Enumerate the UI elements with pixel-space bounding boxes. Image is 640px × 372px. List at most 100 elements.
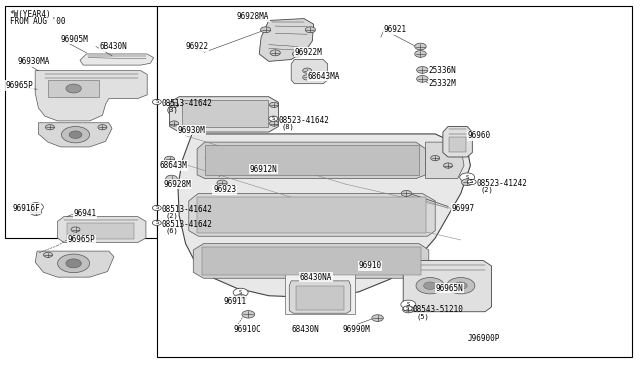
Circle shape	[431, 155, 440, 161]
Circle shape	[415, 43, 426, 50]
Text: S: S	[156, 205, 158, 211]
Polygon shape	[197, 142, 426, 179]
Text: 96997: 96997	[451, 204, 474, 213]
Circle shape	[447, 278, 475, 294]
Circle shape	[401, 190, 412, 196]
Circle shape	[242, 311, 255, 318]
Polygon shape	[80, 54, 154, 65]
Text: 68643MA: 68643MA	[307, 72, 340, 81]
Bar	[202, 247, 421, 275]
Bar	[182, 100, 268, 127]
Circle shape	[152, 220, 161, 225]
Polygon shape	[291, 60, 328, 84]
Circle shape	[233, 288, 248, 297]
Circle shape	[372, 315, 383, 321]
Text: 96916F: 96916F	[13, 204, 40, 213]
Bar	[205, 145, 419, 175]
Polygon shape	[189, 193, 435, 236]
Text: 96922M: 96922M	[294, 48, 322, 57]
Bar	[197, 197, 426, 232]
Bar	[48, 80, 99, 97]
Circle shape	[424, 282, 436, 289]
Polygon shape	[170, 97, 278, 132]
Circle shape	[403, 306, 412, 311]
Text: 68430N: 68430N	[291, 325, 319, 334]
Text: S: S	[156, 220, 158, 225]
Text: 96923: 96923	[213, 185, 236, 194]
Polygon shape	[193, 244, 429, 278]
Circle shape	[416, 278, 444, 294]
Circle shape	[98, 125, 107, 130]
Text: 68430NA: 68430NA	[300, 273, 332, 282]
Circle shape	[66, 84, 81, 93]
Text: (2): (2)	[165, 213, 178, 219]
Circle shape	[61, 126, 90, 143]
Circle shape	[303, 75, 312, 80]
Polygon shape	[259, 19, 314, 61]
Text: 08513-41642: 08513-41642	[162, 205, 212, 214]
Text: 25336N: 25336N	[429, 66, 456, 75]
Circle shape	[28, 203, 44, 211]
Text: 96941: 96941	[74, 209, 97, 218]
Circle shape	[444, 163, 452, 168]
Text: 96930MA: 96930MA	[18, 57, 51, 66]
Polygon shape	[58, 217, 146, 243]
Polygon shape	[289, 281, 351, 313]
Text: 96990M: 96990M	[342, 325, 370, 334]
Circle shape	[467, 179, 476, 185]
Text: 96928M: 96928M	[163, 180, 191, 189]
Text: 96922: 96922	[186, 42, 209, 51]
Text: 6B430N: 6B430N	[99, 42, 127, 51]
Circle shape	[69, 131, 82, 138]
Text: 08523-41242: 08523-41242	[477, 179, 527, 188]
Text: 96905M: 96905M	[61, 35, 88, 44]
Bar	[67, 223, 134, 239]
Text: 96965P: 96965P	[67, 235, 95, 244]
Polygon shape	[38, 123, 112, 147]
Circle shape	[30, 209, 42, 215]
Text: (5): (5)	[416, 313, 429, 320]
Text: *W(YEAR4): *W(YEAR4)	[10, 10, 51, 19]
Text: 96928MA: 96928MA	[237, 12, 269, 21]
Circle shape	[403, 306, 414, 313]
Text: (6): (6)	[165, 228, 178, 234]
Circle shape	[45, 125, 54, 130]
Circle shape	[170, 102, 179, 108]
Text: S: S	[239, 290, 242, 295]
Text: 68643M: 68643M	[160, 161, 188, 170]
Text: 96921: 96921	[384, 25, 407, 34]
Text: 08543-51210: 08543-51210	[413, 305, 463, 314]
Text: S: S	[35, 205, 37, 209]
Bar	[296, 286, 344, 310]
Bar	[5, 6, 157, 238]
Text: 96960: 96960	[467, 131, 490, 140]
Circle shape	[164, 156, 175, 162]
Polygon shape	[355, 253, 415, 273]
Circle shape	[269, 102, 278, 108]
Circle shape	[461, 179, 473, 186]
Circle shape	[217, 180, 227, 186]
Circle shape	[58, 254, 90, 273]
Text: 96910C: 96910C	[234, 325, 261, 334]
Circle shape	[170, 121, 179, 126]
Text: 08513-41642: 08513-41642	[162, 220, 212, 229]
Circle shape	[269, 116, 278, 121]
Text: 96912N: 96912N	[250, 165, 277, 174]
Circle shape	[235, 294, 246, 301]
Text: (3): (3)	[165, 107, 178, 113]
Polygon shape	[285, 272, 355, 314]
Circle shape	[401, 300, 416, 309]
Text: 08523-41642: 08523-41642	[278, 116, 329, 125]
Circle shape	[305, 27, 316, 33]
Polygon shape	[403, 260, 492, 312]
Circle shape	[303, 68, 312, 73]
Circle shape	[417, 67, 428, 73]
Text: 25332M: 25332M	[429, 79, 456, 88]
Circle shape	[260, 27, 271, 33]
Text: 96910: 96910	[358, 262, 381, 270]
Circle shape	[44, 252, 52, 257]
Circle shape	[166, 175, 177, 182]
Circle shape	[454, 282, 467, 289]
Circle shape	[152, 205, 161, 211]
Text: S: S	[156, 99, 158, 105]
